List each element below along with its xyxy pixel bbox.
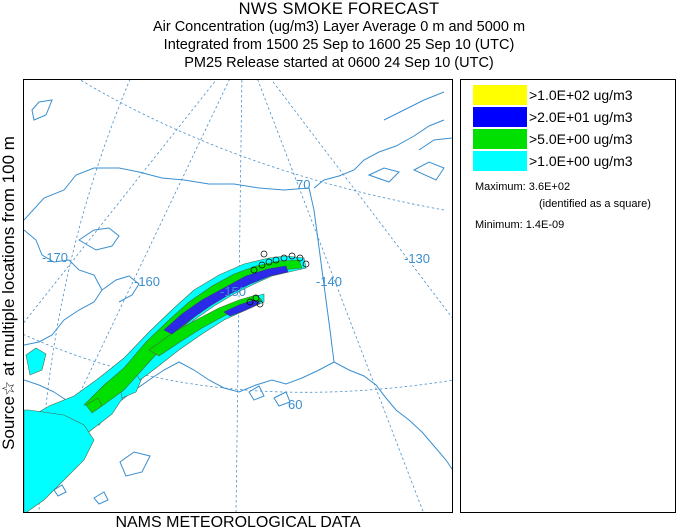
source-star-marker [302,260,310,268]
border-alaska-canada [308,187,335,363]
minimum-value: Minimum: 1.4E-09 [475,219,565,231]
source-star-marker [296,254,304,262]
coast-canada-north [313,119,445,189]
source-label: Source☆ at multiple locations from 100 m [0,136,18,450]
maximum-value: Maximum: 3.6E+02 [475,181,571,193]
latitude-line-70 [79,80,445,211]
grid-labels: -170 -160 -150 -140 -130 70 60 [42,177,430,412]
outer-longitude-line [38,80,131,512]
longitude-line-140 [257,80,424,512]
meteorological-data-label: NAMS METEOROLOGICAL DATA [115,514,361,531]
legend-swatch-cyan [473,151,527,171]
coast-islands [53,385,291,505]
source-star-marker [250,266,258,274]
plume-cyan-small-1 [25,347,47,376]
concentration-description: Air Concentration (ug/m3) Layer Average … [152,19,526,35]
legend-swatch-blue [473,107,527,127]
coast-seward-peninsula [78,227,120,251]
legend-panel: >1.0E+02 ug/m3 >2.0E+01 ug/m3 >5.0E+00 u… [460,79,676,513]
integration-period: Integrated from 1500 25 Sep to 1600 25 S… [163,37,515,53]
legend-label-cyan: >1.0E+00 ug/m3 [529,153,633,169]
forecast-title: NWS SMOKE FORECAST [238,0,440,18]
coast-gulf [333,361,452,470]
legend-label-blue: >2.0E+01 ug/m3 [529,109,633,125]
coast-canada-islands [367,91,452,183]
grid-label-lon-130: -130 [404,251,430,266]
grid-label-lon-160: -160 [134,274,160,289]
grid-label-lon-170: -170 [42,250,68,265]
legend-label-yellow: >1.0E+02 ug/m3 [529,87,633,103]
legend-swatch-green [473,129,527,149]
source-star-marker [258,261,266,269]
grid-label-lat-60: 60 [288,397,302,412]
grid-label-lon-150: -150 [220,284,246,299]
longitude-line-170 [24,80,217,324]
coast-bering-west [24,229,103,346]
grid-label-lat-70: 70 [296,177,310,192]
map-canvas: -170 -160 -150 -140 -130 70 60 [24,80,452,512]
coast-kodiak [119,451,151,477]
source-star-marker [246,298,254,306]
source-star-cluster-south [246,294,264,308]
source-star-marker [260,250,268,258]
plume-blue-north [163,265,289,335]
smoke-map: -170 -160 -150 -140 -130 70 60 [23,79,453,513]
grid-label-lon-140: -140 [316,274,342,289]
source-star-cluster-north [250,250,310,274]
source-star-marker [288,252,296,260]
plume-cyan-lower [24,409,95,512]
plume-blue-south [223,299,261,317]
coast-north-slope [24,167,310,221]
longitude-line-150 [235,80,243,512]
source-star-marker [252,294,260,302]
source-star-marker [256,300,264,308]
source-star-marker [280,254,288,262]
legend-swatch-yellow [473,85,527,105]
coast-norton-sound [101,275,140,303]
maximum-note: (identified as a square) [539,198,651,210]
source-star-marker [265,258,273,266]
longitude-line-130 [271,80,452,319]
smoke-plume-blue [163,265,289,335]
plume-green-north [83,259,303,407]
release-start: PM25 Release started at 0600 24 Sep 10 (… [184,55,494,71]
source-star-marker [272,256,280,264]
smoke-plume-cyan [24,255,307,512]
latitude-line-60 [24,334,452,393]
coast-northwest [31,99,53,121]
source-stars [246,250,310,308]
plume-green-bay [85,397,103,414]
legend-label-green: >5.0E+00 ug/m3 [529,131,633,147]
